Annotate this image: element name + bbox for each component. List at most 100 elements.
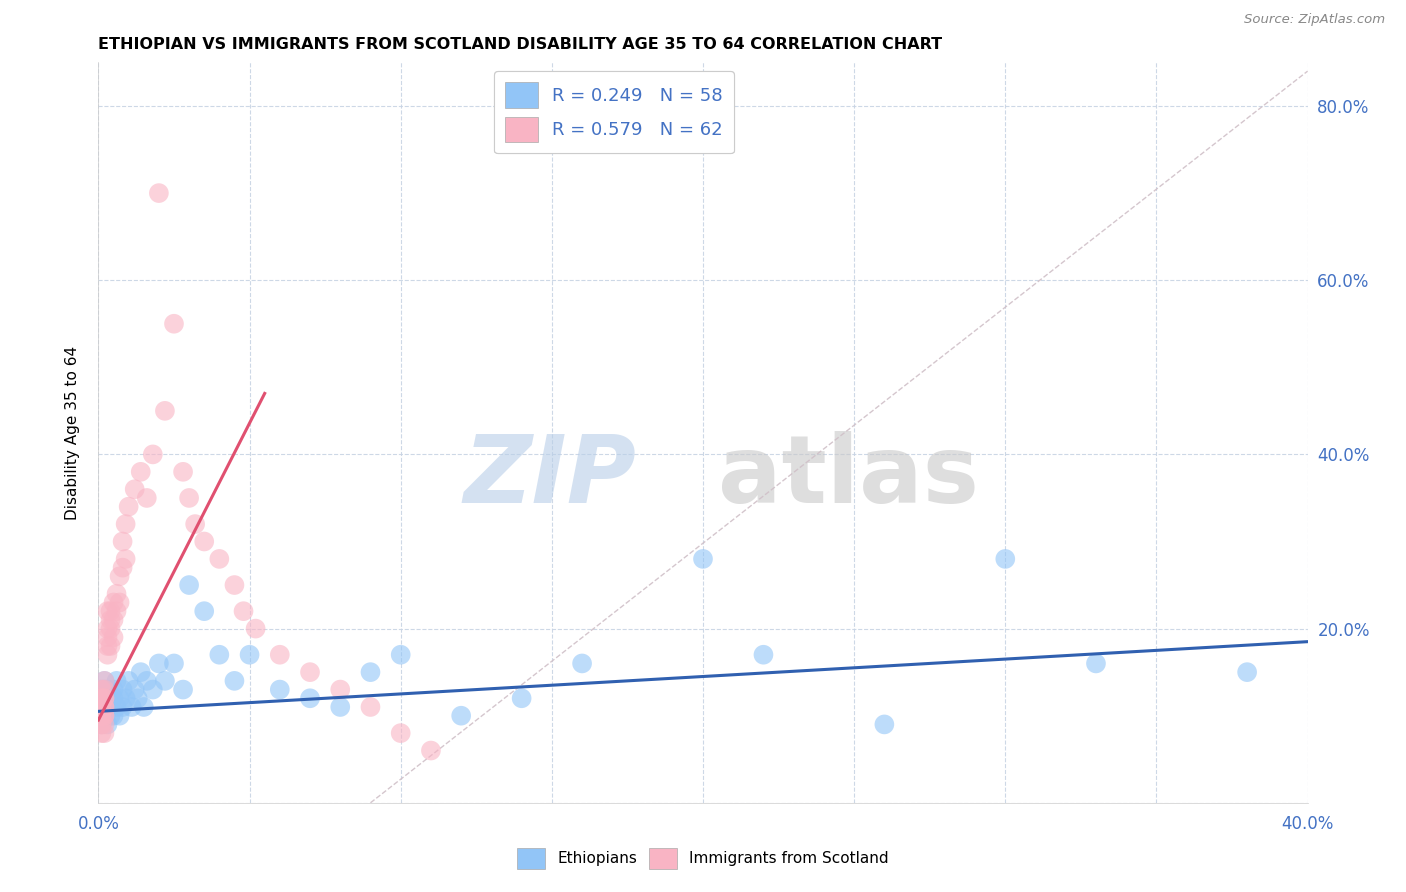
- Point: [90, 691, 112, 706]
- Point: [93, 673, 115, 688]
- Point: [135, 491, 157, 505]
- Point: [93, 673, 115, 688]
- Point: [224, 673, 246, 688]
- Point: [179, 491, 201, 505]
- Point: [103, 691, 125, 706]
- Point: [100, 604, 122, 618]
- Point: [100, 708, 122, 723]
- Point: [193, 604, 215, 618]
- Point: [93, 708, 115, 723]
- Point: [329, 682, 352, 697]
- Point: [1085, 657, 1108, 671]
- Point: [153, 673, 176, 688]
- Point: [100, 700, 122, 714]
- Point: [105, 587, 128, 601]
- Legend: R = 0.249   N = 58, R = 0.579   N = 62: R = 0.249 N = 58, R = 0.579 N = 62: [495, 71, 734, 153]
- Point: [103, 630, 125, 644]
- Point: [299, 665, 322, 680]
- Point: [121, 700, 143, 714]
- Point: [510, 691, 533, 706]
- Point: [142, 447, 165, 461]
- Point: [208, 552, 231, 566]
- Point: [752, 648, 775, 662]
- Point: [118, 500, 141, 514]
- Point: [172, 465, 194, 479]
- Point: [93, 691, 115, 706]
- Point: [93, 700, 115, 714]
- Point: [269, 682, 291, 697]
- Point: [571, 657, 593, 671]
- Point: [96, 648, 118, 662]
- Point: [90, 708, 112, 723]
- Point: [994, 552, 1017, 566]
- Point: [299, 691, 322, 706]
- Point: [360, 700, 382, 714]
- Text: atlas: atlas: [717, 431, 979, 523]
- Point: [873, 717, 896, 731]
- Point: [114, 552, 136, 566]
- Point: [103, 613, 125, 627]
- Text: Source: ZipAtlas.com: Source: ZipAtlas.com: [1244, 13, 1385, 27]
- Point: [163, 317, 186, 331]
- Point: [114, 691, 136, 706]
- Point: [103, 595, 125, 609]
- Point: [103, 708, 125, 723]
- Point: [245, 622, 267, 636]
- Point: [420, 743, 443, 757]
- Point: [111, 534, 134, 549]
- Point: [90, 700, 112, 714]
- Point: [179, 578, 201, 592]
- Point: [90, 717, 112, 731]
- Point: [224, 578, 246, 592]
- Point: [108, 569, 131, 583]
- Point: [96, 639, 118, 653]
- Point: [100, 691, 122, 706]
- Point: [90, 708, 112, 723]
- Text: ZIP: ZIP: [464, 431, 637, 523]
- Point: [193, 534, 215, 549]
- Point: [269, 648, 291, 662]
- Point: [108, 691, 131, 706]
- Point: [90, 691, 112, 706]
- Point: [172, 682, 194, 697]
- Point: [96, 700, 118, 714]
- Point: [148, 657, 170, 671]
- Point: [90, 700, 112, 714]
- Point: [100, 613, 122, 627]
- Point: [239, 648, 262, 662]
- Point: [90, 682, 112, 697]
- Point: [389, 726, 412, 740]
- Point: [232, 604, 254, 618]
- Point: [105, 604, 128, 618]
- Point: [90, 691, 112, 706]
- Point: [124, 482, 146, 496]
- Point: [93, 700, 115, 714]
- Point: [450, 708, 472, 723]
- Point: [96, 604, 118, 618]
- Point: [132, 700, 155, 714]
- Point: [127, 691, 149, 706]
- Point: [692, 552, 714, 566]
- Point: [118, 673, 141, 688]
- Point: [90, 726, 112, 740]
- Legend: Ethiopians, Immigrants from Scotland: Ethiopians, Immigrants from Scotland: [512, 841, 894, 875]
- Point: [93, 682, 115, 697]
- Point: [111, 560, 134, 574]
- Point: [129, 665, 152, 680]
- Point: [90, 717, 112, 731]
- Point: [135, 673, 157, 688]
- Point: [93, 726, 115, 740]
- Point: [93, 691, 115, 706]
- Point: [108, 708, 131, 723]
- Point: [96, 717, 118, 731]
- Point: [93, 708, 115, 723]
- Point: [105, 673, 128, 688]
- Point: [96, 682, 118, 697]
- Point: [142, 682, 165, 697]
- Point: [129, 465, 152, 479]
- Point: [93, 717, 115, 731]
- Point: [96, 691, 118, 706]
- Point: [360, 665, 382, 680]
- Point: [90, 708, 112, 723]
- Point: [389, 648, 412, 662]
